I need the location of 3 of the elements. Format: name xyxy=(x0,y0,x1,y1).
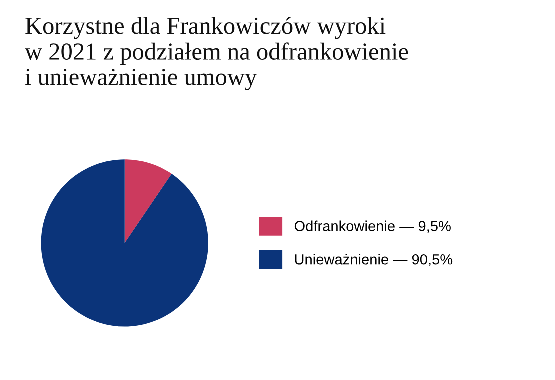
legend-label: Unieważnienie — 90,5% xyxy=(295,254,453,267)
chart-title: Korzystne dla Frankowiczów wyroki w 2021 z podziałem na odfrankowienie i unieważnienie umowy xyxy=(25,17,408,90)
legend-label: Odfrankowienie — 9,5% xyxy=(294,220,451,234)
